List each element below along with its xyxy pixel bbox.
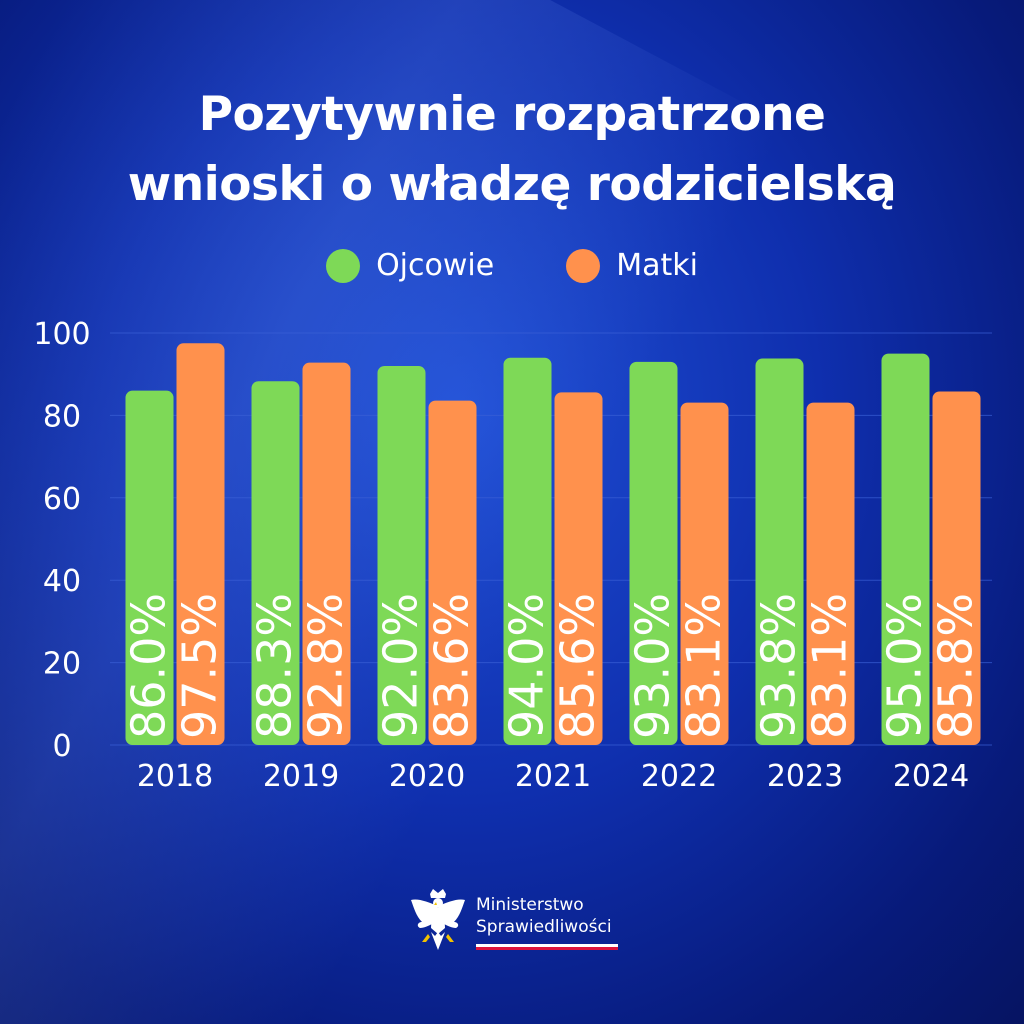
data-label-fathers-2020: 92.0%: [374, 593, 428, 739]
eagle-emblem-icon: [411, 889, 465, 950]
data-label-mothers-2021: 85.6%: [551, 593, 605, 739]
legend-item-mothers: Matki: [566, 248, 698, 283]
bar-mothers-2019: [302, 362, 351, 745]
data-label-mothers-2022: 83.1%: [677, 593, 731, 739]
data-label-mothers-2018: 97.5%: [173, 593, 227, 739]
legend-label-fathers: Ojcowie: [376, 248, 495, 283]
y-tick-label: 0: [52, 729, 71, 764]
legend: Ojcowie Matki: [0, 248, 1024, 283]
bar-fathers-2019: [251, 381, 300, 745]
bar-mothers-2023: [806, 402, 855, 745]
data-label-fathers-2022: 93.0%: [626, 593, 680, 739]
bar-mothers-2024: [932, 391, 981, 745]
data-label-fathers-2024: 95.0%: [878, 593, 932, 739]
chart-title-line-1: Pozytywnie rozpatrzone: [198, 87, 826, 142]
chart-title: Pozytywnie rozpatrzone wnioski o władzę …: [0, 80, 1024, 220]
bar-mothers-2022: [680, 402, 729, 745]
y-tick-label: 80: [43, 399, 81, 434]
ministry-name: Ministerstwo Sprawiedliwości: [476, 888, 618, 950]
legend-swatch-fathers: [326, 248, 361, 283]
x-tick-label-2019: 2019: [263, 759, 339, 794]
y-tick-label: 40: [43, 564, 81, 599]
bar-mothers-2021: [554, 392, 603, 745]
legend-swatch-mothers: [566, 248, 601, 283]
bar-fathers-2023: [755, 358, 804, 745]
data-label-fathers-2019: 88.3%: [248, 593, 302, 739]
x-tick-label-2021: 2021: [515, 759, 591, 794]
x-tick-label-2023: 2023: [767, 759, 843, 794]
bar-mothers-2018: [176, 343, 225, 745]
data-label-fathers-2021: 94.0%: [500, 593, 554, 739]
y-tick-label: 20: [43, 647, 81, 682]
bar-fathers-2018: [125, 390, 174, 745]
data-label-mothers-2020: 83.6%: [425, 593, 479, 739]
x-tick-label-2020: 2020: [389, 759, 465, 794]
y-tick-label: 100: [33, 317, 90, 352]
bar-fathers-2021: [503, 357, 552, 745]
ministry-logo: Ministerstwo Sprawiedliwości: [408, 888, 628, 958]
x-tick-label-2018: 2018: [137, 759, 213, 794]
data-label-mothers-2019: 92.8%: [299, 593, 353, 739]
bar-fathers-2020: [377, 365, 426, 745]
data-label-mothers-2023: 83.1%: [803, 593, 857, 739]
data-label-fathers-2023: 93.8%: [752, 593, 806, 739]
bar-fathers-2022: [629, 361, 678, 745]
legend-label-mothers: Matki: [616, 248, 698, 283]
x-tick-label-2022: 2022: [641, 759, 717, 794]
data-label-fathers-2018: 86.0%: [122, 593, 176, 739]
y-tick-label: 60: [43, 482, 81, 517]
ministry-name-line-1: Ministerstwo: [476, 895, 584, 915]
x-tick-label-2024: 2024: [893, 759, 969, 794]
bar-fathers-2024: [881, 353, 930, 745]
ministry-name-line-2: Sprawiedliwości: [476, 917, 612, 937]
chart-title-line-2: wnioski o władzę rodzicielską: [127, 157, 897, 212]
data-label-mothers-2024: 85.8%: [929, 593, 983, 739]
flag-stripe: [476, 944, 618, 950]
legend-item-fathers: Ojcowie: [326, 248, 494, 283]
bar-mothers-2020: [428, 400, 477, 745]
